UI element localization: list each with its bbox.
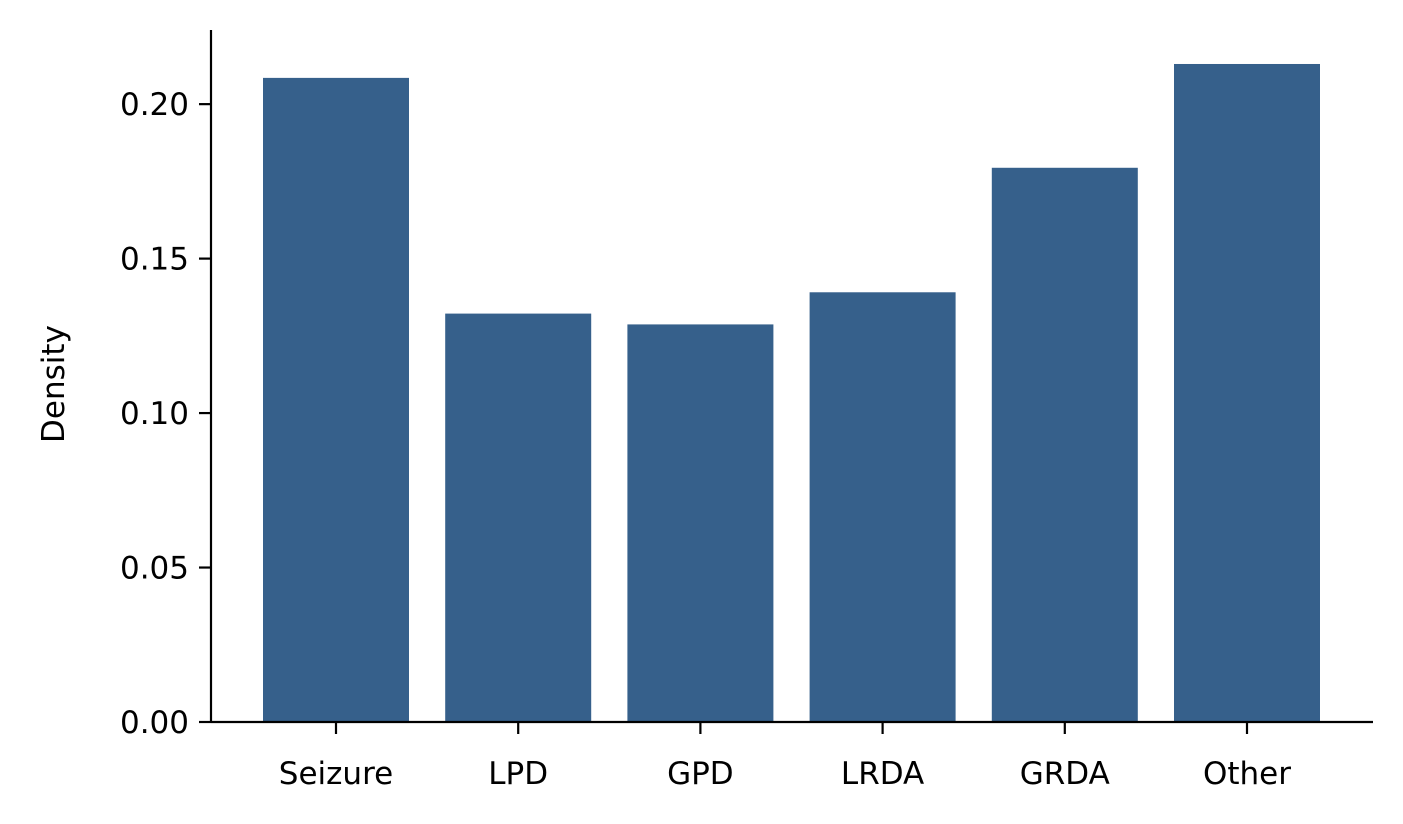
y-tick-label: 0.00: [120, 705, 189, 741]
bar-other: [1174, 63, 1320, 723]
y-axis-label: Density: [36, 325, 72, 443]
bar-seizure: [263, 77, 409, 723]
y-tick-label: 0.10: [120, 396, 189, 432]
bar-lpd: [445, 313, 592, 722]
x-tick-label: GRDA: [1020, 756, 1110, 792]
y-tick-label: 0.20: [120, 87, 189, 123]
x-axis-ticks: Seizure LPD GPD LRDA GRDA Other: [279, 722, 1291, 792]
x-tick-label: GPD: [667, 756, 734, 792]
y-axis-ticks: 0.00 0.05 0.10 0.15 0.20: [120, 87, 211, 741]
x-tick-label: LRDA: [841, 756, 924, 792]
x-tick-label: Seizure: [279, 756, 393, 792]
bar-lrda: [809, 292, 956, 722]
y-tick-label: 0.05: [120, 551, 189, 587]
y-tick-label: 0.15: [120, 242, 189, 278]
bars-group: [263, 63, 1320, 723]
bar-grda: [991, 167, 1138, 722]
x-tick-label: LPD: [488, 756, 548, 792]
x-tick-label: Other: [1203, 756, 1291, 792]
bar-gpd: [627, 324, 774, 722]
